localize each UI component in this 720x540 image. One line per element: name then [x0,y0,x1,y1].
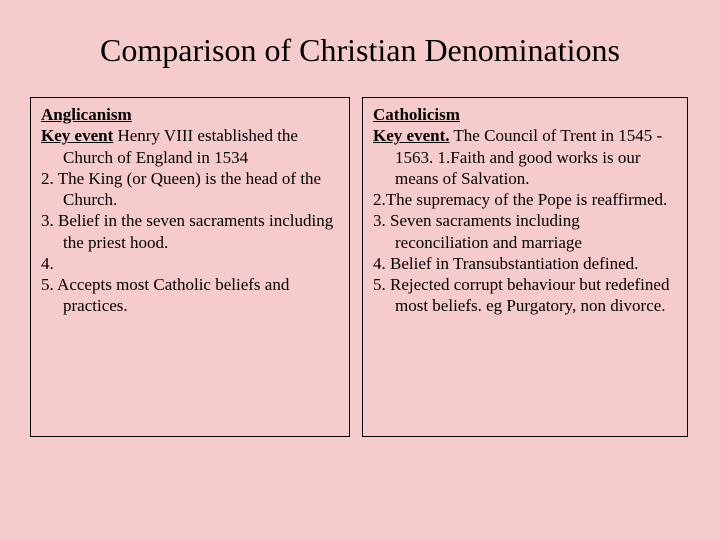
right-key-label: Key event. [373,126,449,145]
left-point-5: 5. Accepts most Catholic beliefs and pra… [41,274,339,317]
right-point-2: 2.The supremacy of the Pope is reaffirme… [373,189,677,210]
left-point-3: 3. Belief in the seven sacraments includ… [41,210,339,253]
left-column: Anglicanism Key event Henry VIII establi… [30,97,350,437]
right-column: Catholicism Key event. The Council of Tr… [362,97,688,437]
right-point-4: 4. Belief in Transubstantiation defined. [373,253,677,274]
right-point-5: 5. Rejected corrupt behaviour but redefi… [373,274,677,317]
columns: Anglicanism Key event Henry VIII establi… [30,97,690,437]
left-key-label: Key event [41,126,113,145]
left-heading: Anglicanism [41,104,339,125]
left-key-event: Key event Henry VIII established the Chu… [41,125,339,168]
right-point-3: 3. Seven sacraments including reconcilia… [373,210,677,253]
right-heading-text: Catholicism [373,105,460,124]
left-point-2: 2. The King (or Queen) is the head of th… [41,168,339,211]
right-heading: Catholicism [373,104,677,125]
page-title: Comparison of Christian Denominations [30,32,690,69]
left-heading-text: Anglicanism [41,105,132,124]
right-key-event: Key event. The Council of Trent in 1545 … [373,125,677,189]
slide: Comparison of Christian Denominations An… [0,0,720,540]
left-point-4: 4. [41,253,339,274]
